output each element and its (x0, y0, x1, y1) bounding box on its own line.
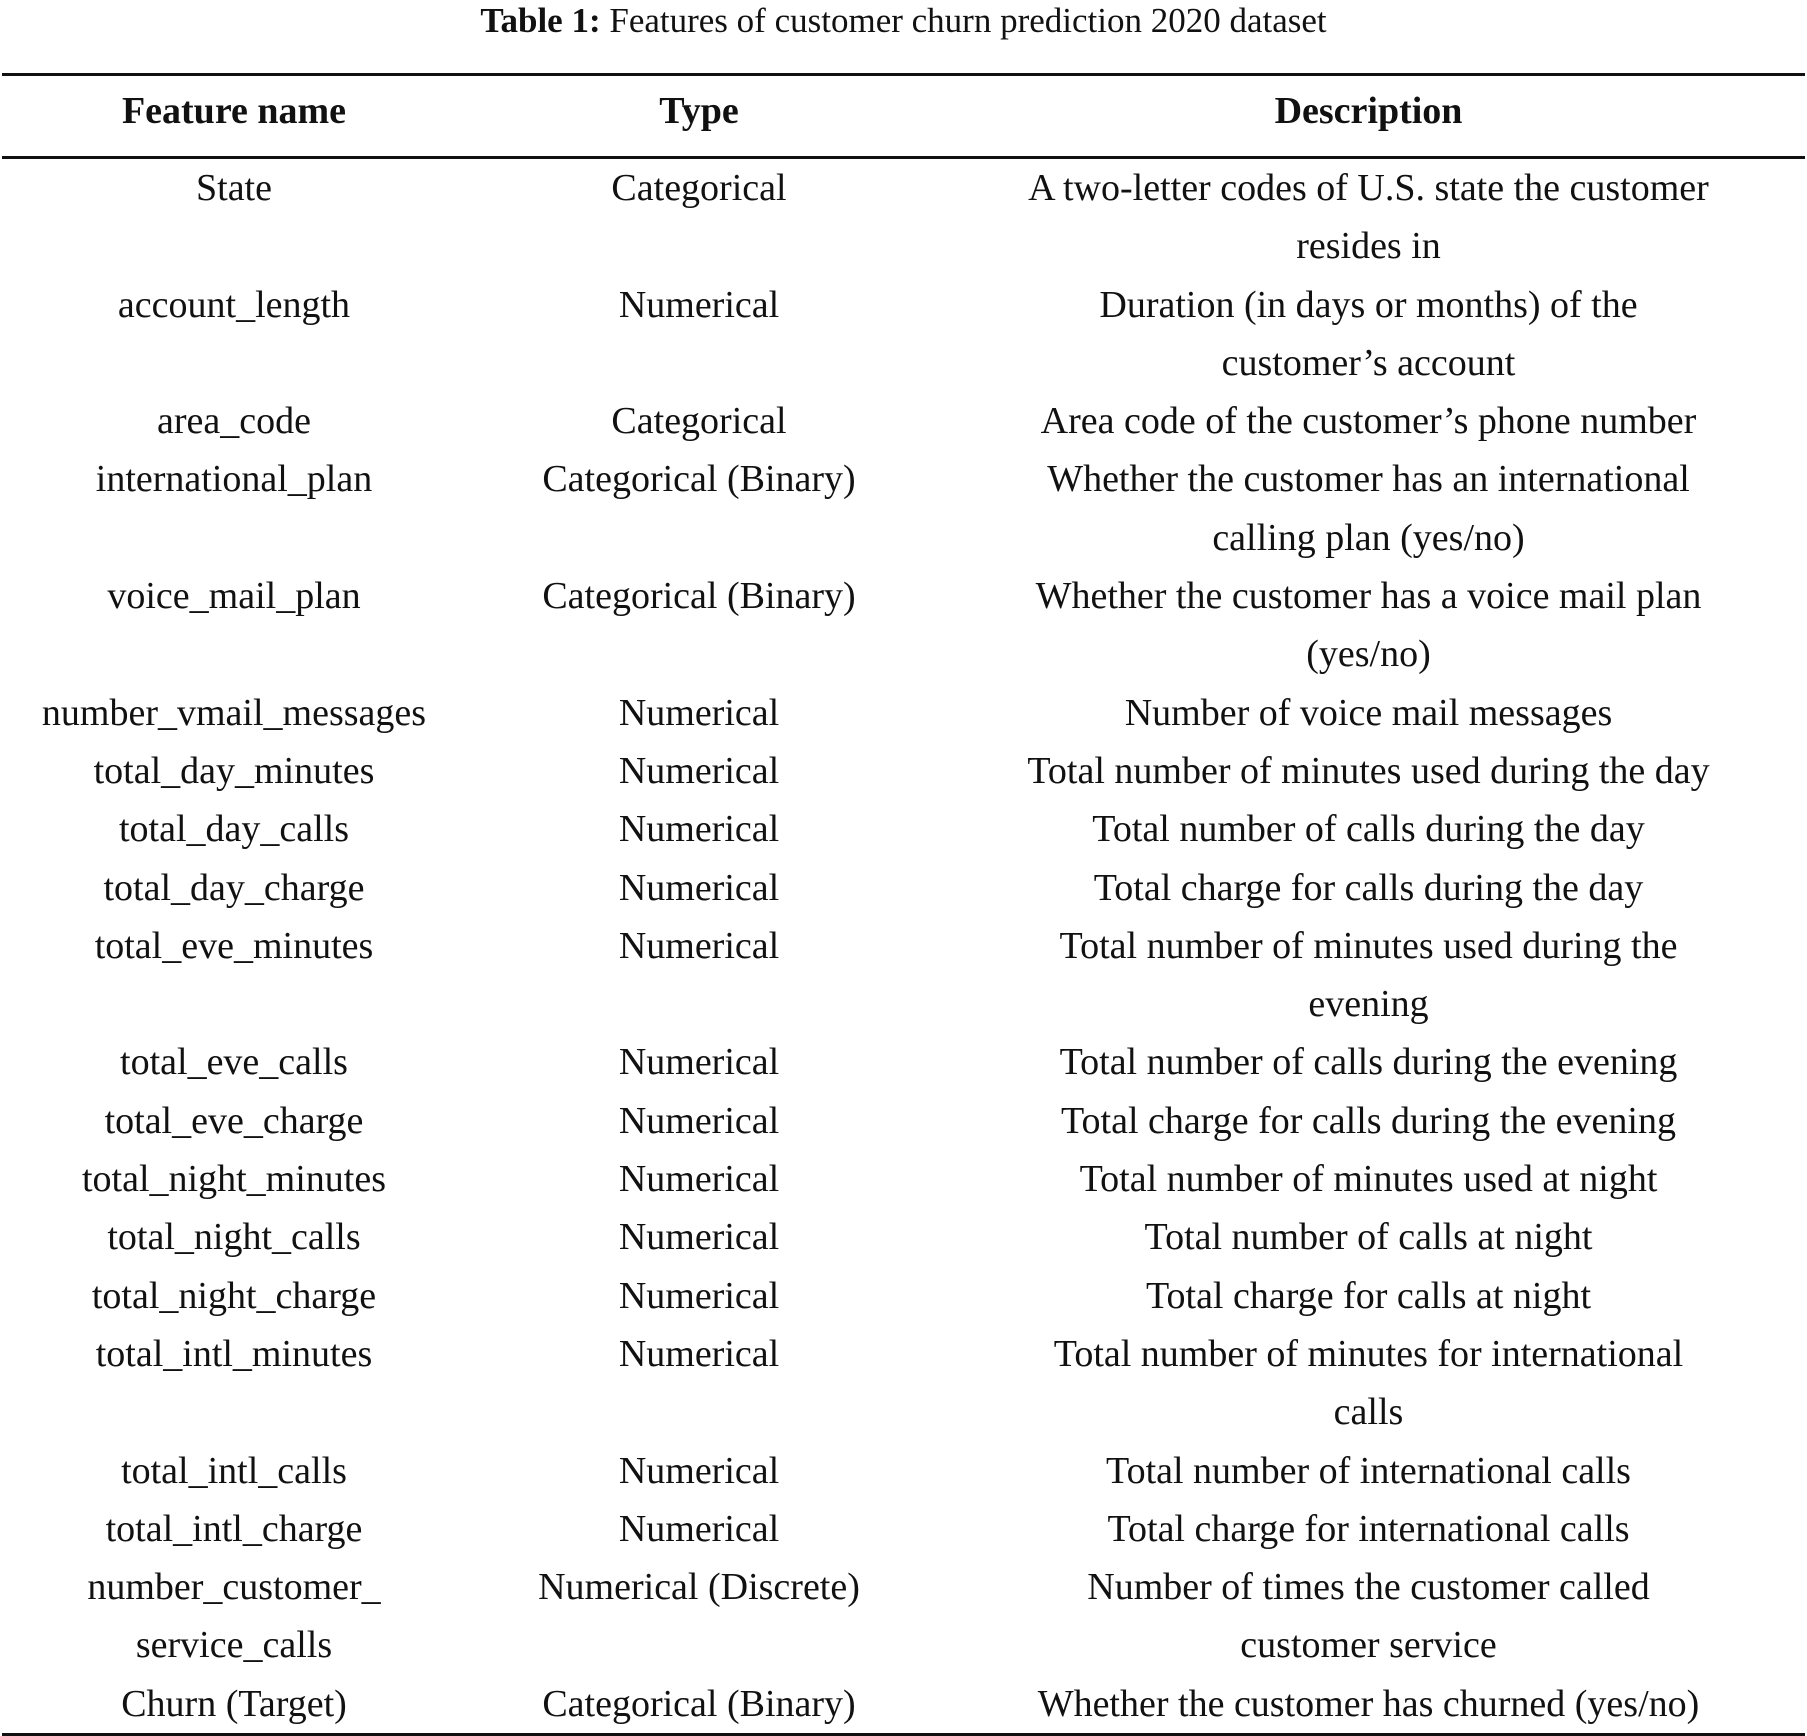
table-row: total_eve_minutes Numerical Total number o… (2, 917, 1805, 1034)
type-cell: Categorical (611, 400, 787, 443)
type-cell: Categorical (611, 167, 787, 209)
type-cell: Numerical (618, 1332, 780, 1375)
feature-name-cell: total_eve_calls (120, 1041, 348, 1084)
type-cell: Numerical (Discrete) (538, 1566, 860, 1609)
description-cell: Total number of minutes for internationa… (1053, 1332, 1684, 1434)
description-cell: Total number of calls during the evening (1059, 1041, 1678, 1084)
feature-name-cell: Churn (Target) (2, 1674, 466, 1736)
description-cell: Whether the customer has a voice mail pl… (1035, 575, 1702, 676)
feature-name-cell: number_vmail_messages (41, 691, 427, 734)
feature-name-cell: total_night_calls (107, 1216, 361, 1259)
table-row: total_eve_charge Numerical Total charge fo… (2, 1092, 1805, 1150)
table-row: total_intl_charge Numerical Total charge f… (2, 1500, 1805, 1558)
description-cell: Total charge for calls during the evenin… (1061, 1099, 1676, 1142)
description-cell: Whether the customer has an internationa… (1047, 458, 1690, 559)
features-table: Feature name Type Description State Categ… (2, 73, 1805, 1736)
feature-name-cell: total_day_calls (118, 808, 350, 851)
type-cell: Numerical (618, 924, 780, 967)
table-row: account_length Numerical Duration (in days… (2, 276, 1805, 393)
table-row: total_intl_minutes Numerical Total number … (2, 1325, 1805, 1442)
header-row: Feature name Type Description (2, 73, 1805, 159)
table-row: total_day_charge Numerical Total charge fo… (2, 859, 1805, 917)
description-cell: Total charge for calls during the day (1093, 866, 1644, 909)
type-cell: Numerical (618, 808, 780, 851)
feature-name-cell: total_day_minutes (93, 749, 375, 792)
caption-label: Table 1: (480, 1, 601, 40)
table-row: total_day_minutes Numerical Total number o… (2, 742, 1805, 800)
type-cell: Numerical (618, 1449, 780, 1492)
feature-name-cell: total_night_charge (91, 1274, 377, 1317)
feature-name-cell: State (196, 167, 272, 209)
table-row: total_intl_calls Numerical Total number of… (2, 1442, 1805, 1500)
description-cell: Total charge for international calls (1107, 1507, 1630, 1550)
description-cell: Total number of minutes used at night (1079, 1158, 1658, 1201)
description-cell: Total charge for calls at night (1145, 1274, 1592, 1317)
feature-name-cell: total_day_charge (103, 866, 365, 909)
type-cell: Numerical (618, 1099, 780, 1142)
table-row: international_plan Categorical (Binary) Wh… (2, 450, 1805, 567)
type-cell: Numerical (618, 1274, 780, 1317)
table-row: total_eve_calls Numerical Total number of … (2, 1033, 1805, 1091)
table-row: State Categorical A two-letter codes of U.… (2, 158, 1805, 276)
type-cell: Numerical (618, 283, 780, 326)
description-cell: Total number of minutes used during the … (1059, 924, 1678, 1026)
description-cell: Number of voice mail messages (1124, 691, 1613, 734)
table-row: total_night_calls Numerical Total number o… (2, 1208, 1805, 1266)
caption-text: Features of customer churn prediction 20… (600, 1, 1327, 40)
type-cell: Numerical (618, 1216, 780, 1259)
header-feature-name: Feature name (2, 73, 466, 159)
table-caption: Table 1: Features of customer churn pred… (0, 0, 1807, 42)
table-row: total_night_charge Numerical Total charge … (2, 1267, 1805, 1325)
type-cell: Numerical (618, 691, 780, 734)
feature-name-cell: total_intl_calls (121, 1449, 347, 1492)
feature-name-cell: total_eve_minutes (94, 924, 374, 967)
table-row: Churn (Target) Categorical (Binary) Whethe… (2, 1674, 1805, 1736)
description-cell: Total number of calls at night (1144, 1216, 1593, 1259)
feature-name-cell: number_customer_ service_calls (87, 1566, 381, 1667)
table-row: voice_mail_plan Categorical (Binary) Wheth… (2, 567, 1805, 684)
type-cell: Numerical (618, 1158, 780, 1201)
feature-name-cell: total_intl_minutes (95, 1332, 373, 1375)
feature-name-cell: total_night_minutes (82, 1158, 386, 1201)
description-cell: Total number of calls during the day (1092, 808, 1645, 851)
table-row: area_code Categorical Area code of the cus… (2, 392, 1805, 450)
feature-name-cell: area_code (157, 400, 311, 443)
description-cell: Total number of minutes used during the … (1027, 749, 1710, 792)
description-cell: Area code of the customer’s phone number (1040, 400, 1697, 443)
type-cell: Numerical (618, 749, 780, 792)
table-row: total_night_minutes Numerical Total number… (2, 1150, 1805, 1208)
description-cell: Total number of international calls (1106, 1449, 1631, 1492)
header-description: Description (932, 73, 1805, 159)
feature-name-cell: total_eve_charge (104, 1099, 364, 1142)
description-cell: Duration (in days or months) of the cust… (1099, 283, 1638, 384)
type-cell: Categorical (Binary) (542, 458, 856, 501)
feature-name-cell: international_plan (95, 458, 373, 501)
feature-name-cell: account_length (117, 283, 351, 326)
description-cell: Whether the customer has churned (yes/no… (932, 1674, 1805, 1736)
type-cell: Categorical (Binary) (542, 575, 856, 618)
table-row: number_customer_ service_calls Numerical … (2, 1558, 1805, 1675)
description-cell: Number of times the customer called cust… (1087, 1566, 1650, 1667)
type-cell: Numerical (618, 866, 780, 909)
header-type: Type (466, 73, 932, 159)
table-row: total_day_calls Numerical Total number of … (2, 800, 1805, 858)
feature-name-cell: voice_mail_plan (107, 575, 361, 618)
feature-name-cell: total_intl_charge (105, 1507, 363, 1550)
type-cell: Categorical (Binary) (466, 1674, 932, 1736)
type-cell: Numerical (618, 1041, 780, 1084)
type-cell: Numerical (618, 1507, 780, 1550)
description-cell: A two-letter codes of U.S. state the cus… (1028, 167, 1709, 268)
table-row: number_vmail_messages Numerical Number of … (2, 684, 1805, 742)
